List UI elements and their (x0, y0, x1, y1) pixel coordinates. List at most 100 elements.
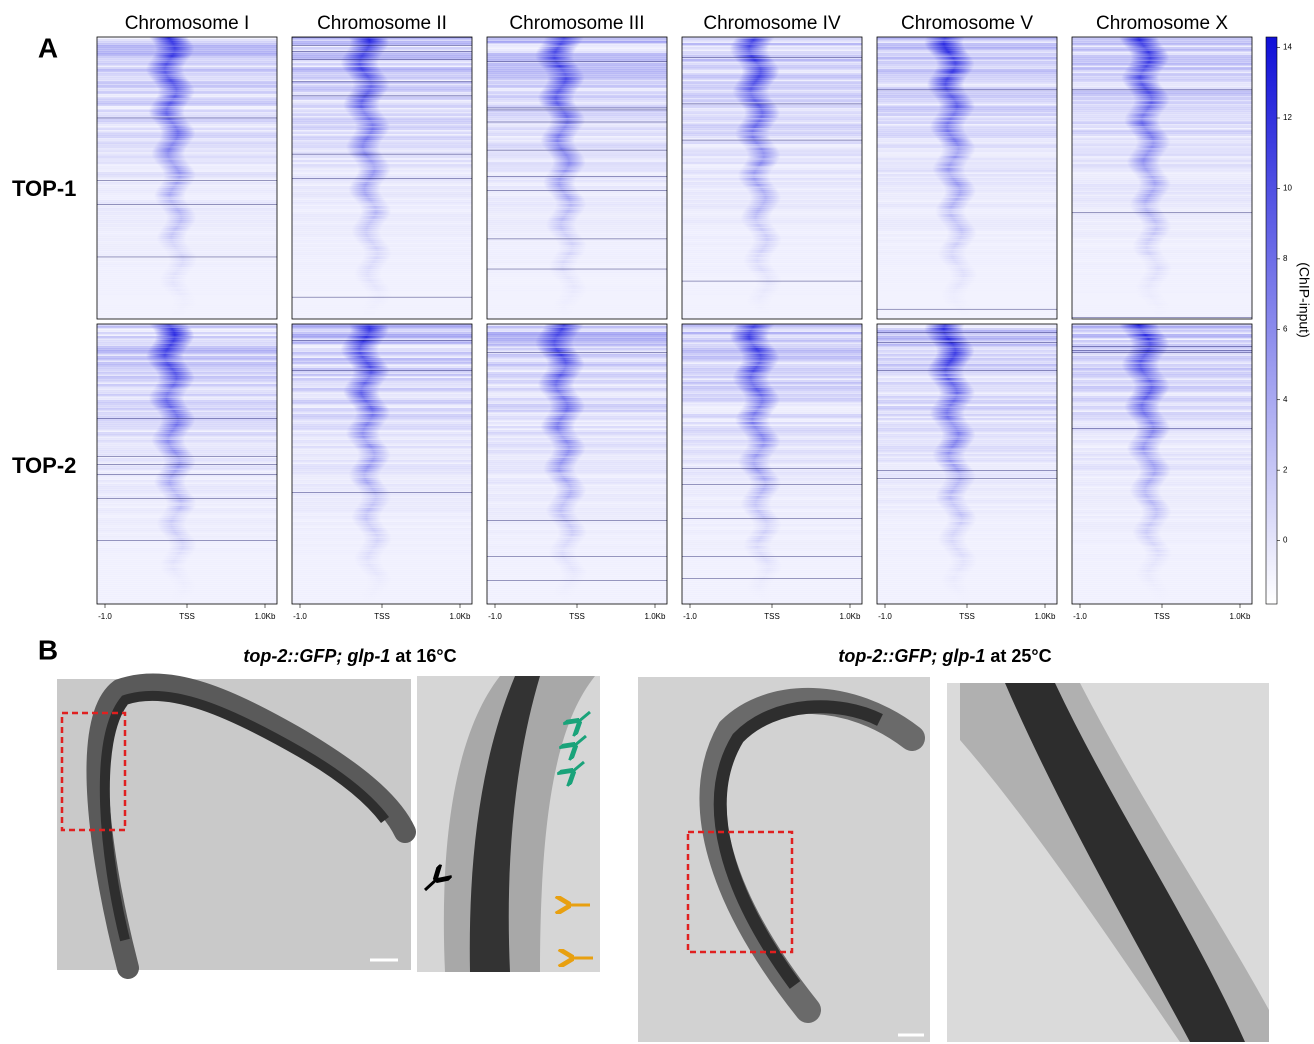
title-italic: top-2::GFP; glp-1 (243, 646, 390, 666)
heatmap-line (1072, 212, 1252, 213)
heatmap-signal (944, 224, 974, 226)
heatmap-signal (345, 396, 381, 398)
heatmap-signal (341, 350, 379, 352)
heatmap-signal (1127, 412, 1162, 414)
heatmap-signal (549, 410, 584, 412)
heatmap-signal (171, 301, 197, 303)
heatmap-signal (736, 414, 771, 416)
heatmap-signal (356, 506, 386, 508)
heatmap-signal (150, 116, 186, 118)
heatmap-signal (950, 273, 978, 275)
heatmap-signal (550, 500, 581, 502)
heatmap-signal (1126, 354, 1164, 356)
heatmap-signal (550, 546, 578, 548)
heatmap-signal (163, 287, 190, 289)
heatmap-signal (743, 118, 778, 120)
heatmap-signal (552, 446, 585, 448)
heatmap-signal (1134, 251, 1163, 253)
heatmap-signal (355, 124, 390, 126)
heatmap-signal (741, 360, 779, 362)
heatmap-signal (1133, 384, 1170, 386)
heatmap-row (877, 496, 1057, 498)
heatmap-signal (159, 279, 186, 281)
heatmap-line (877, 89, 1057, 90)
heatmap-signal (927, 49, 966, 51)
colorbar-tick-label: 14 (1283, 43, 1292, 52)
heatmap-row (97, 442, 277, 444)
heatmap-signal (1135, 422, 1170, 424)
heatmap-signal (932, 73, 970, 75)
heatmap-signal (155, 122, 190, 124)
heatmap-signal (939, 542, 967, 544)
heatmap-row (487, 59, 667, 61)
heatmap-signal (930, 414, 965, 416)
heatmap-signal (735, 83, 772, 85)
heatmap-signal (560, 570, 587, 572)
heatmap-signal (538, 382, 575, 384)
heatmap-signal (351, 518, 381, 520)
heatmap-signal (354, 275, 381, 277)
heatmap-signal (349, 192, 381, 194)
x-tick-label: -1.0 (488, 612, 502, 621)
heatmap-signal (934, 460, 967, 462)
heatmap-signal (161, 570, 188, 572)
heatmap-row (97, 438, 277, 440)
heatmap-signal (347, 436, 381, 438)
heatmap-signal (356, 267, 384, 269)
heatmap-row (292, 184, 472, 186)
heatmap-signal (741, 500, 772, 502)
heatmap-signal (924, 326, 963, 328)
heatmap-signal (1127, 65, 1165, 67)
heatmap-signal (935, 210, 966, 212)
heatmap-row (292, 144, 472, 146)
heatmap-signal (748, 249, 777, 251)
heatmap-signal (941, 261, 969, 263)
heatmap-signal (1135, 500, 1166, 502)
heatmap-row (97, 394, 277, 396)
heatmap-signal (738, 79, 775, 81)
heatmap-signal (1129, 51, 1168, 53)
heatmap-signal (935, 208, 966, 210)
heatmap-signal (355, 410, 390, 412)
heatmap-row (292, 315, 472, 317)
heatmap-signal (542, 67, 580, 69)
heatmap-signal (160, 136, 195, 138)
heatmap-row (487, 228, 667, 230)
heatmap-signal (542, 430, 576, 432)
heatmap-row (1072, 412, 1252, 414)
heatmap-signal (357, 202, 388, 204)
heatmap-signal (160, 560, 187, 562)
heatmap-signal (944, 526, 973, 528)
heatmap-signal (348, 188, 380, 190)
heatmap-row (1072, 164, 1252, 166)
heatmap-row (292, 67, 472, 69)
heatmap-signal (747, 190, 779, 192)
heatmap-row (1072, 364, 1252, 366)
heatmap-signal (158, 164, 191, 166)
heatmap-signal (743, 164, 776, 166)
heatmap-signal (1130, 91, 1167, 93)
heatmap-signal (752, 598, 778, 600)
heatmap-signal (739, 466, 771, 468)
heatmap-signal (751, 530, 780, 532)
heatmap-signal (1136, 236, 1165, 238)
heatmap-signal (742, 184, 774, 186)
heatmap-signal (738, 366, 775, 368)
heatmap-signal (550, 168, 583, 170)
heatmap-signal (1121, 364, 1159, 366)
heatmap-signal (945, 570, 972, 572)
heatmap-row (97, 238, 277, 240)
heatmap-row (1072, 79, 1252, 81)
heatmap-signal (349, 440, 383, 442)
heatmap-signal (1142, 226, 1172, 228)
heatmap-signal (361, 544, 389, 546)
heatmap-signal (1144, 588, 1170, 590)
heatmap-signal (1144, 552, 1172, 554)
heatmap-signal (939, 105, 975, 107)
heatmap-signal (357, 172, 390, 174)
heatmap-row (1072, 492, 1252, 494)
heatmap-signal (546, 360, 584, 362)
heatmap-signal (937, 398, 973, 400)
heatmap-signal (557, 249, 586, 251)
heatmap-signal (741, 430, 775, 432)
